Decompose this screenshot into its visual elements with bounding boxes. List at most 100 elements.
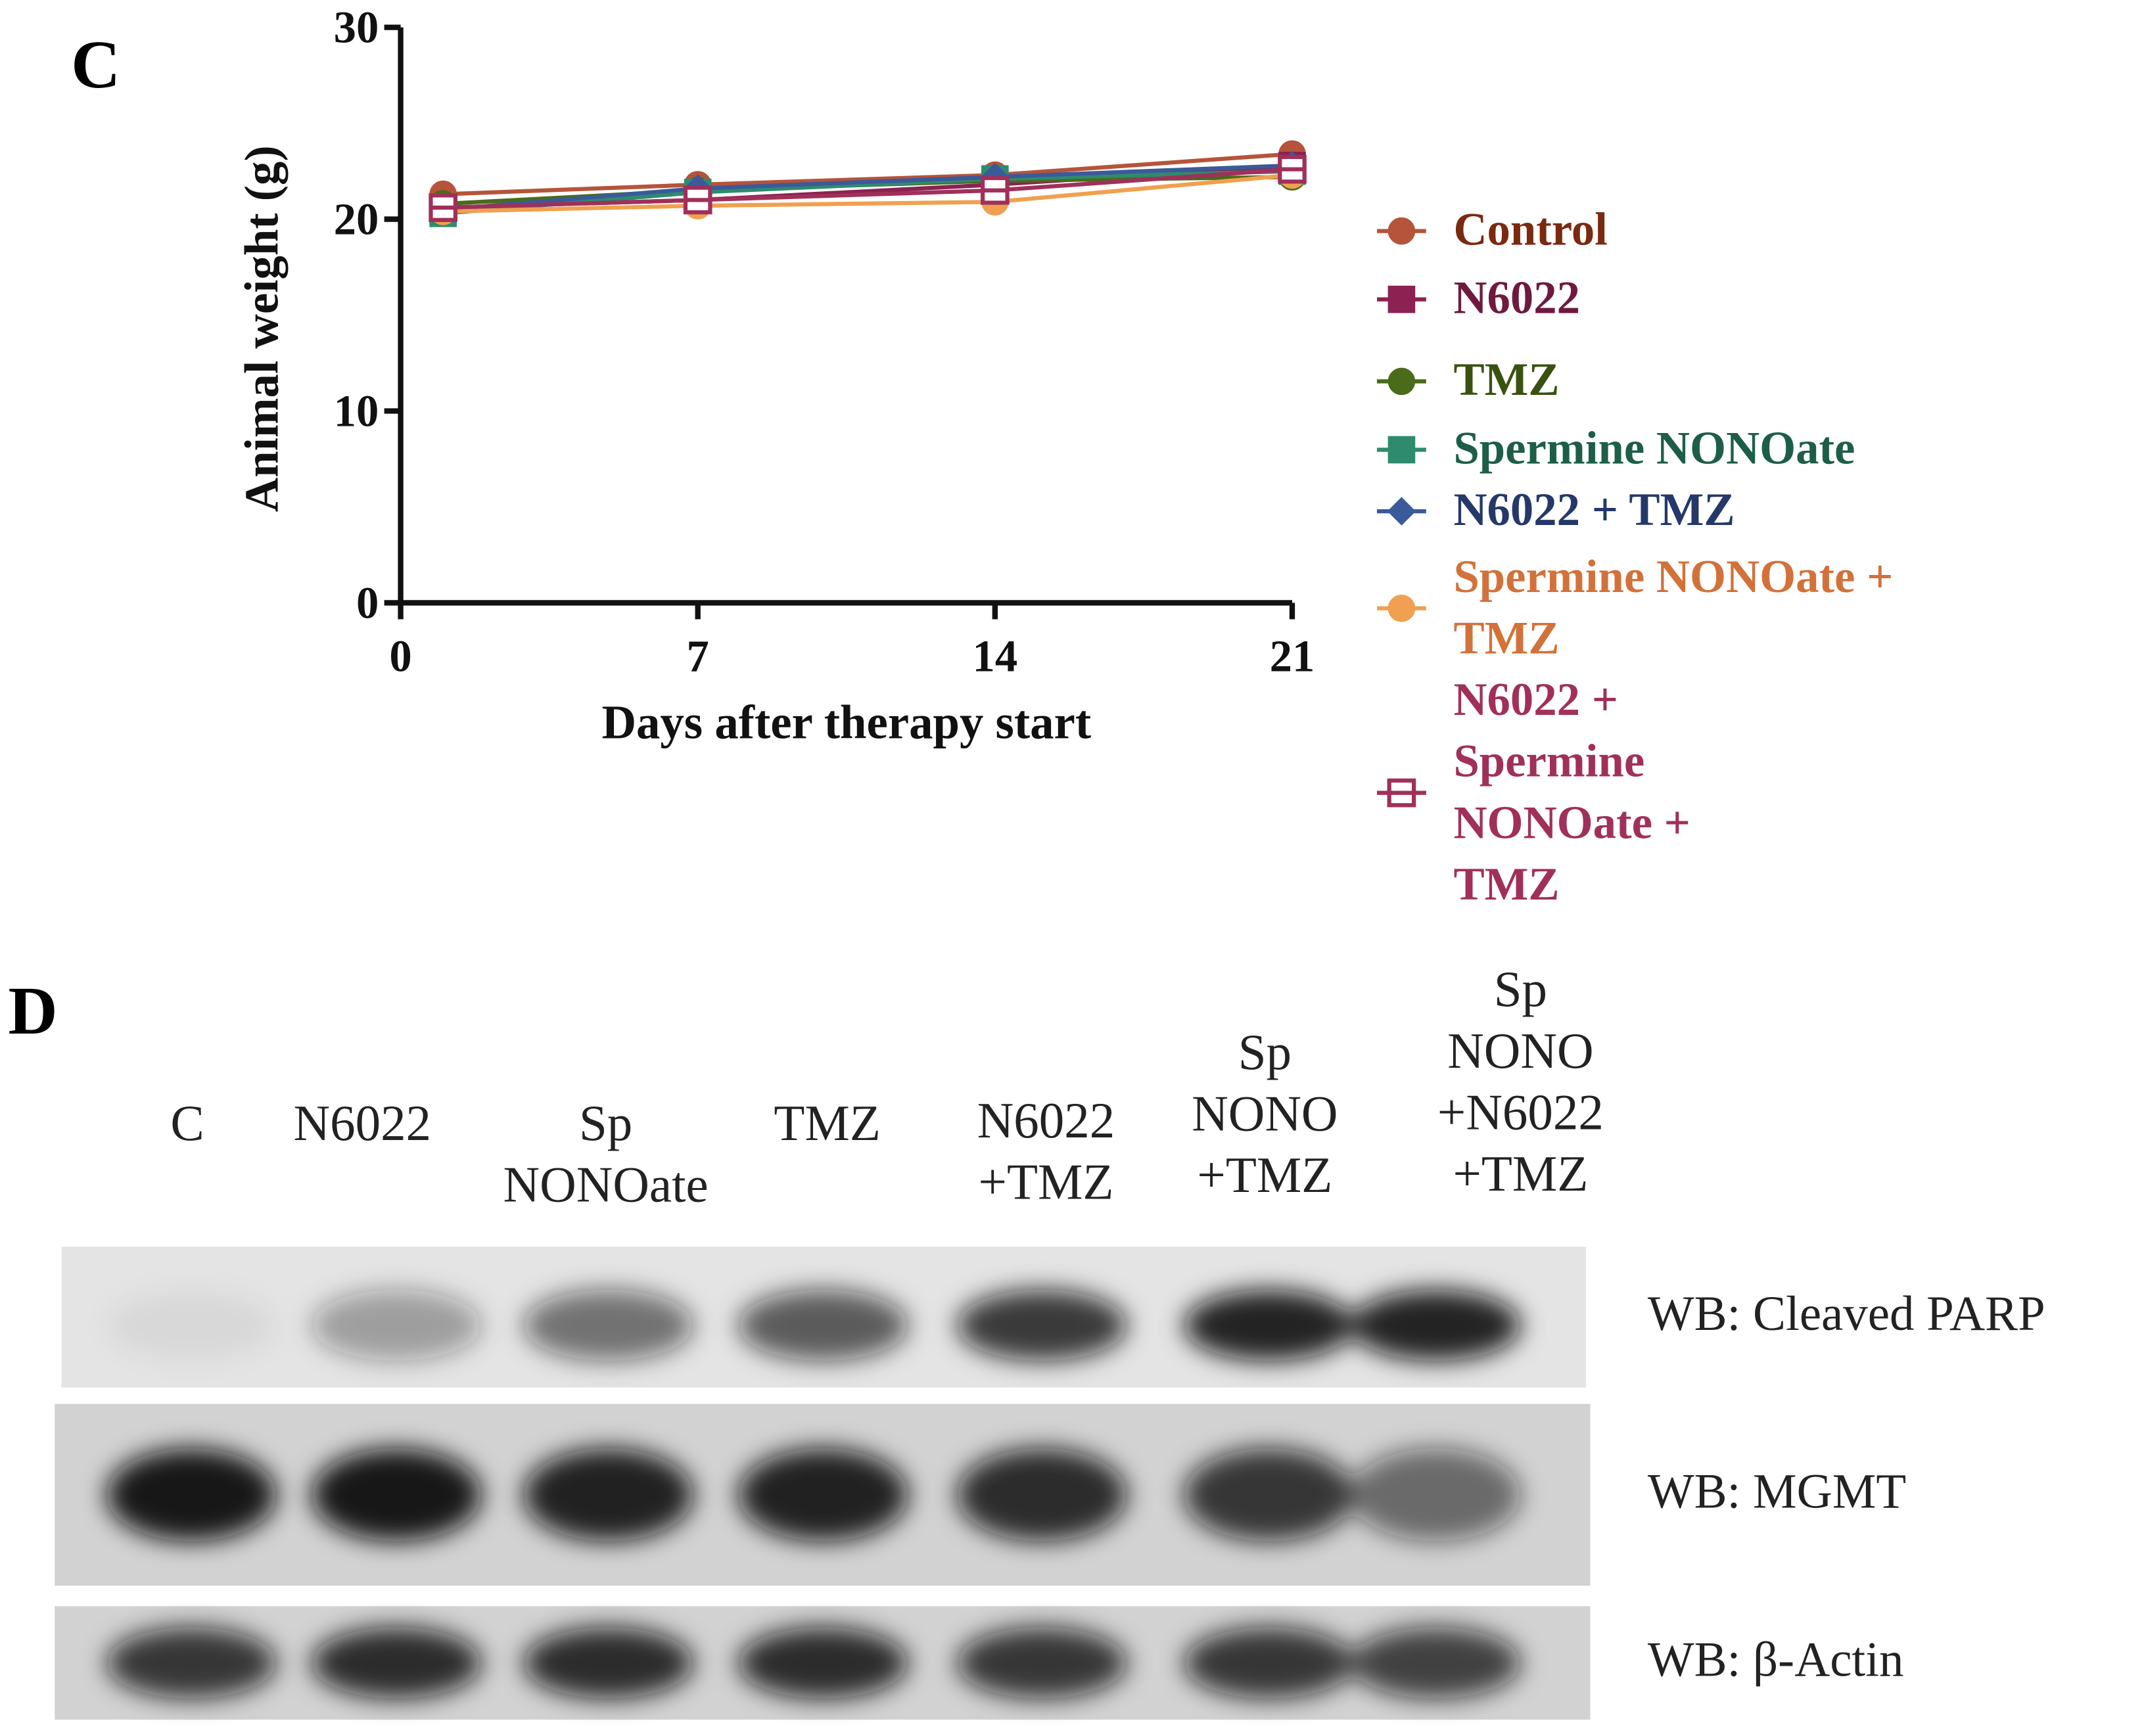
band xyxy=(738,1627,908,1699)
marker xyxy=(1387,594,1416,622)
band xyxy=(106,1448,277,1542)
x-tick-label: 7 xyxy=(687,631,709,681)
lane-label: Sp NONO +N6022 +TMZ xyxy=(1357,959,1685,1205)
blot-bands xyxy=(106,1289,1521,1361)
lane-label: TMZ xyxy=(663,1093,991,1155)
legend-marker xyxy=(1376,778,1426,808)
lane-label-line: NONO xyxy=(1447,1024,1594,1080)
x-tick-label: 0 xyxy=(389,631,411,681)
band xyxy=(957,1627,1127,1699)
band xyxy=(106,1289,277,1361)
lane-label-line: Sp xyxy=(1238,1025,1292,1082)
lane-label-line: N6022 xyxy=(977,1093,1115,1150)
lane-label-line: +TMZ xyxy=(978,1154,1114,1212)
legend-item: Spermine NONOate + TMZ xyxy=(1374,547,2001,670)
legend-label: N6022 xyxy=(1453,273,1581,325)
x-axis-title: Days after therapy start xyxy=(601,695,1091,748)
y-tick-label: 0 xyxy=(356,578,379,628)
marker xyxy=(1387,435,1416,463)
legend-item: TMZ xyxy=(1374,350,2028,412)
lane-label-line: +N6022 xyxy=(1437,1085,1604,1142)
legend-item: N6022 + Spermine NONOate + TMZ xyxy=(1374,670,1754,915)
legend-label: Spermine NONOate xyxy=(1453,423,1855,474)
lane-label: C xyxy=(23,1093,351,1155)
marker xyxy=(1387,496,1416,525)
line xyxy=(443,167,1293,210)
legend-label: N6022 + TMZ xyxy=(1453,485,1735,536)
band xyxy=(957,1448,1127,1542)
marker xyxy=(1387,216,1416,244)
band xyxy=(738,1448,908,1542)
band xyxy=(738,1289,908,1361)
legend-label: N6022 + Spermine NONOate + TMZ xyxy=(1453,675,1690,911)
blot-row-label: WB: MGMT xyxy=(1647,1463,1907,1519)
y-tick-label: 30 xyxy=(334,2,379,52)
lane-label-line: +TMZ xyxy=(1453,1147,1589,1203)
band xyxy=(1184,1627,1354,1699)
x-tick-label: 14 xyxy=(973,631,1018,681)
lane-label-line: N6022 xyxy=(293,1096,432,1153)
band xyxy=(523,1448,693,1542)
lane-label-line: Sp xyxy=(1493,962,1548,1018)
lane-label-line: Sp xyxy=(578,1096,633,1153)
lane-label-line: +TMZ xyxy=(1197,1148,1333,1204)
blot-bands xyxy=(106,1627,1521,1699)
band xyxy=(312,1289,482,1361)
marker xyxy=(429,193,457,222)
band xyxy=(1351,1448,1521,1542)
line xyxy=(443,152,1293,196)
marker xyxy=(683,185,712,215)
blot-row-label: WB: Cleaved PARP xyxy=(1647,1285,2045,1340)
lane-label-line: TMZ xyxy=(774,1096,881,1153)
legend-item: N6022 xyxy=(1374,268,2028,330)
x-tick-label: 21 xyxy=(1270,631,1315,681)
lane-label: Sp NONOate xyxy=(442,1093,770,1216)
y-tick-label: 10 xyxy=(334,386,379,436)
band xyxy=(1184,1289,1354,1361)
lane-label: Sp NONO +TMZ xyxy=(1101,1022,1429,1207)
marker xyxy=(1387,778,1416,808)
legend-label: Control xyxy=(1453,205,1608,256)
legend-marker xyxy=(1376,216,1426,244)
band xyxy=(312,1448,482,1542)
band xyxy=(957,1289,1127,1361)
line xyxy=(442,163,1293,212)
band xyxy=(106,1627,277,1699)
panel-label: C xyxy=(71,26,121,103)
y-tick-label: 20 xyxy=(334,194,379,244)
band xyxy=(523,1289,693,1361)
lane-label-line: NONOate xyxy=(503,1158,709,1214)
band xyxy=(1351,1289,1521,1361)
legend-marker xyxy=(1376,435,1426,463)
lane-label-line: NONO xyxy=(1192,1086,1338,1143)
band xyxy=(1184,1448,1354,1542)
marker xyxy=(1387,285,1416,313)
lane-label-line: C xyxy=(170,1096,204,1153)
lane-label: N6022 xyxy=(198,1093,526,1155)
band xyxy=(523,1627,693,1699)
y-axis-title: Animal weight (g) xyxy=(235,145,288,512)
blot-row-label: WB: β-Actin xyxy=(1647,1631,1904,1687)
legend-marker xyxy=(1376,594,1426,622)
line xyxy=(443,173,1293,214)
legend-marker xyxy=(1376,285,1426,313)
series xyxy=(429,154,1307,222)
marker xyxy=(1278,154,1307,184)
panel-label: D xyxy=(8,972,58,1049)
legend-label: Spermine NONOate + TMZ xyxy=(1453,552,1894,665)
blot-bands xyxy=(106,1448,1521,1542)
band xyxy=(312,1627,482,1699)
legend-item: Spermine NONOate xyxy=(1374,419,2028,480)
legend-label: TMZ xyxy=(1453,355,1560,406)
legend-item: Control xyxy=(1374,200,2028,262)
legend-item: N6022 + TMZ xyxy=(1374,480,2028,541)
marker xyxy=(1387,367,1416,395)
legend-marker xyxy=(1376,367,1426,395)
marker xyxy=(980,175,1010,205)
band xyxy=(1351,1627,1521,1699)
legend-marker xyxy=(1376,496,1426,525)
lane-label: N6022 +TMZ xyxy=(882,1091,1210,1214)
